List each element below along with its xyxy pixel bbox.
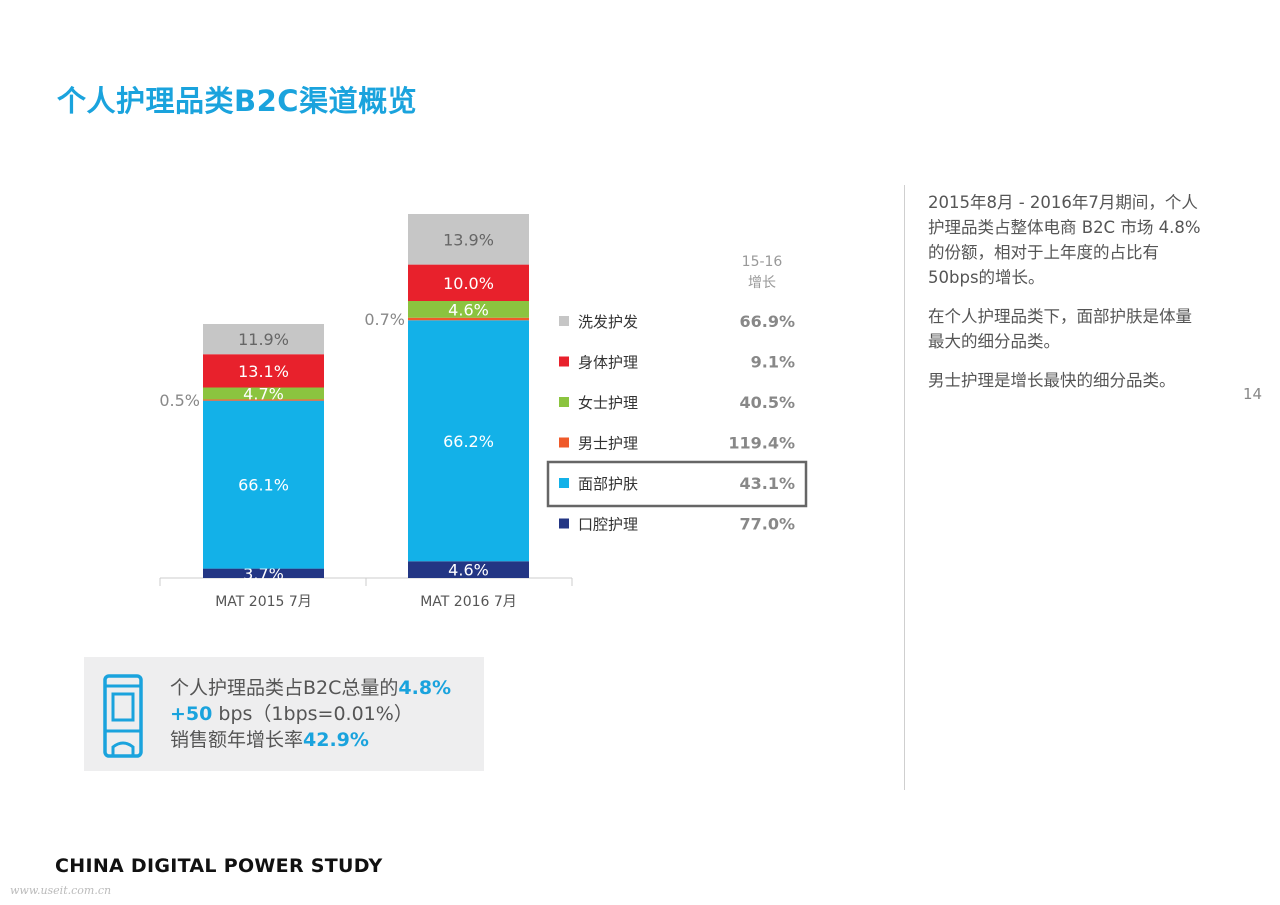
bar-segment <box>203 568 324 578</box>
watermark: www.useit.com.cn <box>10 884 112 897</box>
bar-segment <box>408 300 529 318</box>
note-bps-label: bps（1bps=0.01%） <box>212 703 413 725</box>
legend-growth-value: 9.1% <box>751 353 795 372</box>
data-label: 4.6% <box>448 561 489 580</box>
legend-label: 口腔护理 <box>578 516 638 534</box>
page-title: 个人护理品类B2C渠道概览 <box>57 84 418 118</box>
data-label: 4.6% <box>448 300 489 319</box>
bar-segment <box>203 387 324 400</box>
commentary-paragraph: 男士护理是增长最快的细分品类。 <box>928 371 1176 390</box>
note-growth-value: 42.9% <box>303 729 369 751</box>
note-share-value: 4.8% <box>398 677 452 699</box>
data-label: 3.7% <box>243 564 284 583</box>
data-label: 0.5% <box>159 391 200 410</box>
legend-growth-value: 40.5% <box>739 393 795 412</box>
legend-swatch <box>559 397 569 407</box>
vertical-divider <box>904 185 905 790</box>
bar-segment <box>408 320 529 562</box>
commentary-paragraph: 2015年8月 - 2016年7月期间，个人护理品类占整体电商 B2C 市场 4… <box>928 193 1201 287</box>
bar-segment <box>408 214 529 265</box>
x-tick-label: MAT 2016 7月 <box>420 594 517 610</box>
bar-segment <box>203 399 324 401</box>
data-label: 4.7% <box>243 384 284 403</box>
page-number: 14 <box>1243 385 1263 403</box>
legend-label: 男士护理 <box>578 435 638 453</box>
note-line-bps: +50 bps（1bps=0.01%） <box>170 701 451 727</box>
bar-segment <box>203 354 324 388</box>
note-line-share: 个人护理品类占B2C总量的4.8% <box>170 675 451 701</box>
data-label: 66.1% <box>238 476 289 495</box>
data-label: 0.7% <box>364 310 405 329</box>
footer-brand: CHINA DIGITAL POWER STUDY <box>55 855 383 877</box>
legend-swatch <box>559 356 569 367</box>
legend-label: 身体护理 <box>578 354 638 372</box>
legend-swatch <box>559 478 569 488</box>
note-share-label: 个人护理品类占B2C总量的 <box>170 677 399 699</box>
data-label: 11.9% <box>238 330 289 349</box>
legend-swatch <box>559 316 569 326</box>
legend-swatch <box>559 437 569 448</box>
bar-segment <box>203 324 324 355</box>
bar-segment <box>203 400 324 569</box>
legend-growth-value: 66.9% <box>739 312 795 331</box>
note-bps-value: +50 <box>170 703 213 725</box>
legend-growth-value: 77.0% <box>739 515 795 534</box>
commentary-paragraph: 在个人护理品类下，面部护肤是体量最大的细分品类。 <box>928 307 1192 351</box>
legend-header: 增长 <box>748 275 776 291</box>
note-line-growth: 销售额年增长率42.9% <box>170 727 451 753</box>
bar-segment <box>408 264 529 301</box>
legend-swatch <box>559 518 569 529</box>
data-label: 10.0% <box>443 274 494 293</box>
commentary: 2015年8月 - 2016年7月期间，个人护理品类占整体电商 B2C 市场 4… <box>928 190 1208 407</box>
note-growth-label: 销售额年增长率 <box>170 729 304 751</box>
legend-growth-value: 119.4% <box>728 434 795 453</box>
legend-header: 15-16 <box>742 254 783 270</box>
bar-segment <box>408 561 529 578</box>
legend-label: 女士护理 <box>578 394 638 412</box>
legend-label: 洗发护发 <box>578 313 638 331</box>
data-label: 66.2% <box>443 432 494 451</box>
bottle-icon <box>103 674 143 758</box>
data-label: 13.1% <box>238 362 289 381</box>
stacked-bar-chart: 3.7% 66.1% 0.5% 4.7% 13.1% 11.9% MAT 2015 7月 4.… <box>159 214 808 610</box>
data-label: 13.9% <box>443 230 494 249</box>
legend-growth-value: 43.1% <box>739 474 795 493</box>
x-tick-label: MAT 2015 7月 <box>215 594 312 610</box>
summary-note: 个人护理品类占B2C总量的4.8% +50 bps（1bps=0.01%） 销售… <box>84 657 484 771</box>
legend-highlight-box <box>546 460 808 508</box>
bar-segment <box>408 317 529 321</box>
legend-label: 面部护肤 <box>578 475 638 493</box>
